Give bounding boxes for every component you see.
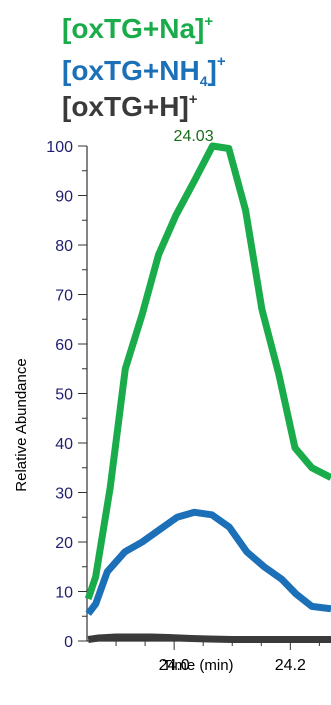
y-tick-label: 100 — [46, 139, 73, 156]
y-tick-label: 70 — [55, 288, 73, 305]
legend-entry-nh4-label: [oxTG+NH — [62, 55, 200, 86]
series-line-nh4 — [85, 508, 331, 616]
x-axis-label: Time (min) — [162, 657, 233, 674]
series-line-h — [87, 633, 331, 643]
legend-entry-na-label: [oxTG+Na] — [62, 13, 204, 44]
axes: 0 10 20 30 40 50 60 70 80 90 100 24.0 24.2 — [46, 139, 331, 674]
peak-annotation: 24.03 — [174, 128, 214, 145]
y-axis-label: Relative Abundance — [13, 358, 30, 491]
legend-entry-h: [oxTG+H]+ — [62, 91, 198, 122]
y-tick-label: 60 — [55, 337, 73, 354]
y-tick-label: 10 — [55, 585, 73, 602]
series-layer — [84, 142, 331, 643]
series-line-na — [84, 142, 331, 601]
legend-entry-nh4: [oxTG+NH4]+ — [62, 53, 226, 89]
legend-entry-nh4-bracket: ] — [207, 55, 216, 86]
legend-entry-na: [oxTG+Na]+ — [62, 13, 213, 44]
legend: [oxTG+Na]+ [oxTG+NH4]+ [oxTG+H]+ — [62, 13, 226, 122]
legend-entry-na-charge: + — [204, 13, 213, 30]
y-tick-label: 80 — [55, 238, 73, 255]
y-tick-label: 20 — [55, 535, 73, 552]
legend-entry-nh4-subscript: 4 — [200, 73, 208, 89]
legend-entry-h-label: [oxTG+H] — [62, 91, 189, 122]
legend-entry-h-charge: + — [189, 91, 198, 108]
y-tick-label: 40 — [55, 436, 73, 453]
y-tick-label: 30 — [55, 486, 73, 503]
y-tick-label: 90 — [55, 189, 73, 206]
y-tick-label: 0 — [64, 634, 73, 651]
x-tick-label: 24.0 — [159, 657, 190, 674]
legend-entry-nh4-charge: + — [217, 53, 226, 70]
y-tick-label: 50 — [55, 387, 73, 404]
x-tick-label: 24.2 — [275, 657, 306, 674]
